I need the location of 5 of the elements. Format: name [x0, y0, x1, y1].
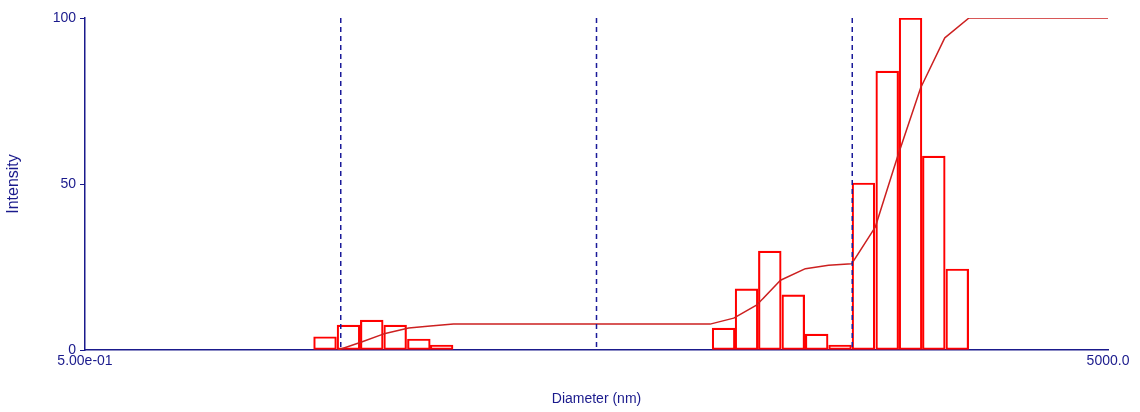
y-tick-label: 50 — [60, 174, 77, 191]
y-tick-label: 100 — [52, 8, 77, 25]
x-tick-label: 5000.0 — [1086, 352, 1130, 369]
x-axis-title: Diameter (nm) — [551, 390, 642, 407]
y-axis-title: Intensity — [4, 154, 22, 214]
